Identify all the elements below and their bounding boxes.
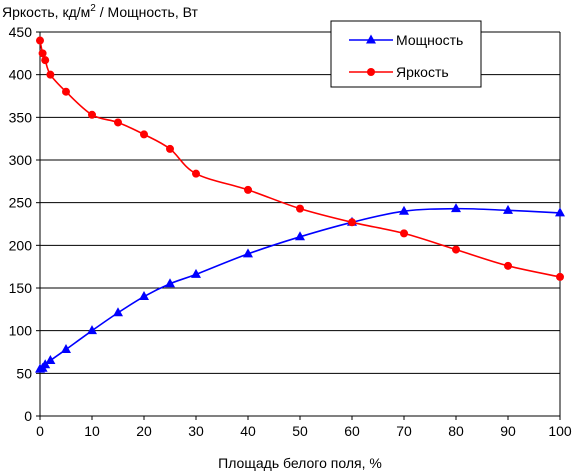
data-point-power — [165, 278, 175, 288]
plot-area — [40, 32, 560, 416]
legend-marker-power — [366, 34, 376, 44]
x-tick-label: 0 — [36, 423, 44, 439]
y-axis-title-main: Яркость, кд/м — [2, 4, 90, 20]
y-tick-label: 0 — [24, 408, 32, 424]
x-tick-label: 40 — [240, 423, 256, 439]
x-tick-labels: 0 10 20 30 40 50 60 70 80 90 100 — [36, 423, 572, 439]
data-point-power — [113, 307, 123, 317]
data-point-brightness — [166, 144, 174, 153]
axes — [36, 31, 561, 420]
data-point-power — [40, 359, 51, 369]
data-point-power — [555, 207, 565, 217]
legend: Мощность Яркость — [330, 20, 482, 88]
y-tick-label: 200 — [9, 237, 33, 253]
x-tick-label: 20 — [136, 423, 152, 439]
data-point-brightness — [46, 70, 55, 79]
data-point-brightness — [556, 272, 564, 281]
data-point-brightness — [88, 110, 96, 119]
data-point-brightness — [114, 118, 122, 127]
data-point-brightness — [452, 245, 460, 254]
data-point-power — [139, 291, 149, 301]
y-tick-label: 450 — [9, 24, 33, 40]
data-point-brightness — [296, 204, 304, 213]
y-tick-label: 300 — [9, 152, 33, 168]
x-tick-label: 50 — [292, 423, 308, 439]
data-point-brightness — [41, 56, 50, 65]
y-axis-title-superscript: 2 — [90, 3, 96, 14]
y-tick-labels: 0 50 100 150 200 250 300 350 400 450 — [9, 24, 33, 424]
data-point-power — [295, 231, 305, 241]
data-point-brightness — [192, 169, 200, 178]
x-tick-label: 10 — [84, 423, 100, 439]
y-tick-label: 400 — [9, 67, 33, 83]
data-point-power — [87, 325, 97, 335]
x-tick-label: 80 — [448, 423, 464, 439]
x-tick-label: 60 — [344, 423, 360, 439]
data-point-power — [61, 343, 71, 353]
legend-label-brightness: Яркость — [396, 64, 449, 80]
data-point-power — [243, 248, 253, 258]
legend-label-power: Мощность — [396, 32, 463, 48]
data-point-brightness — [348, 218, 356, 227]
data-point-brightness — [62, 87, 70, 96]
x-tick-label: 70 — [396, 423, 412, 439]
y-tick-label: 250 — [9, 195, 33, 211]
y-axis-title-suffix: / Мощность, Вт — [96, 4, 199, 20]
x-tick-label: 90 — [500, 423, 516, 439]
x-axis-title: Площадь белого поля, % — [218, 455, 382, 471]
data-point-brightness — [504, 261, 512, 270]
y-tick-label: 150 — [9, 280, 33, 296]
data-point-power — [191, 268, 201, 278]
y-tick-label: 50 — [16, 365, 32, 381]
legend-box — [330, 20, 482, 88]
data-point-brightness — [400, 229, 408, 238]
data-point-power — [45, 355, 56, 365]
data-point-brightness — [38, 49, 47, 58]
data-point-brightness — [140, 130, 148, 139]
x-tick-label: 100 — [548, 423, 572, 439]
x-tick-label: 30 — [188, 423, 204, 439]
y-tick-label: 100 — [9, 323, 33, 339]
series-layer — [35, 36, 565, 373]
data-point-power — [503, 204, 513, 214]
y-tick-label: 350 — [9, 109, 33, 125]
legend-marker-brightness — [367, 68, 375, 76]
data-point-power — [399, 205, 409, 215]
data-point-brightness — [36, 36, 44, 45]
data-point-brightness — [244, 185, 252, 194]
data-point-power — [451, 203, 461, 213]
y-axis-title: Яркость, кд/м2 / Мощность, Вт — [2, 3, 198, 20]
